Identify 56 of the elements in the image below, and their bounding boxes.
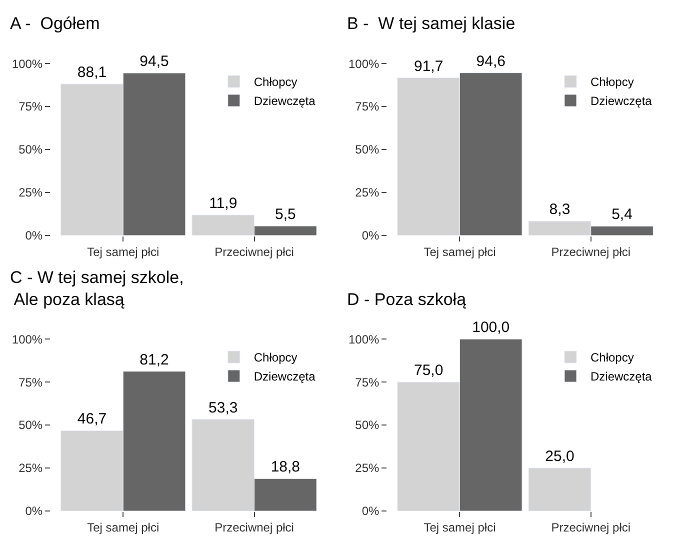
data-label: 18,8 <box>270 458 300 476</box>
x-tick-label: Tej samej płci <box>424 520 496 534</box>
data-label: 94,6 <box>476 52 506 70</box>
data-label: 5,5 <box>274 206 296 224</box>
data-label: 8,3 <box>549 201 570 218</box>
x-tick-label: Tej samej płci <box>424 244 496 259</box>
y-tick-label: 75% <box>355 375 380 390</box>
data-label: 75,0 <box>414 362 444 380</box>
bar <box>528 468 592 511</box>
data-label: 53,3 <box>208 399 238 416</box>
y-tick-label: 100% <box>12 332 43 346</box>
y-tick-label: 50% <box>355 142 380 157</box>
data-label: 25,0 <box>545 448 574 466</box>
x-tick-label: Tej samej płci <box>87 244 160 259</box>
x-tick-label: Przeciwnej płci <box>214 520 294 534</box>
y-tick-label: 25% <box>355 461 380 476</box>
legend-label: Dziewczęta <box>590 370 652 384</box>
data-label: 5,4 <box>612 206 632 224</box>
y-tick-label: 25% <box>355 186 380 200</box>
y-tick-label: 100% <box>348 56 380 71</box>
legend-label: Chłopcy <box>590 75 634 90</box>
legend-label: Dziewczęta <box>254 370 316 384</box>
x-tick-label: Przeciwnej płci <box>214 244 294 259</box>
y-tick-label: 100% <box>348 332 380 346</box>
legend-label: Dziewczęta <box>254 94 316 108</box>
x-tick-label: Tej samej płci <box>87 520 160 534</box>
y-tick-label: 25% <box>18 461 43 476</box>
legend-label: Chłopcy <box>254 350 298 365</box>
legend-label: Chłopcy <box>254 75 298 90</box>
y-tick-label: 100% <box>12 56 43 71</box>
x-tick-label: Przeciwnej płci <box>551 244 631 259</box>
y-tick-label: 50% <box>355 418 380 432</box>
y-tick-label: 50% <box>18 418 43 432</box>
legend-label: Dziewczęta <box>590 94 652 108</box>
chart-title: D - Poza szkołą <box>347 290 467 309</box>
legend-label: Chłopcy <box>590 350 634 365</box>
y-tick-label: 75% <box>18 100 43 114</box>
chart-title: A - Ogółem <box>10 14 100 33</box>
y-tick-label: 0% <box>25 504 43 518</box>
y-tick-label: 75% <box>18 375 43 390</box>
chart-title: B - W tej samej klasie <box>347 14 516 33</box>
x-tick-label: Przeciwnej płci <box>551 520 631 534</box>
y-tick-label: 0% <box>362 228 380 243</box>
data-label: 81,2 <box>140 351 169 368</box>
y-tick-label: 25% <box>18 186 43 200</box>
y-tick-label: 50% <box>18 142 43 157</box>
data-label: 46,7 <box>77 410 107 428</box>
data-label: 91,7 <box>414 58 444 75</box>
y-tick-label: 75% <box>355 100 380 114</box>
chart-title: C - W tej samej szkole, Ale poza klasą <box>10 268 184 310</box>
y-tick-label: 0% <box>362 504 380 518</box>
y-tick-label: 0% <box>25 228 43 243</box>
data-label: 88,1 <box>77 64 107 82</box>
data-label: 100,0 <box>472 319 510 336</box>
data-label: 11,9 <box>209 195 238 212</box>
data-label: 94,5 <box>140 53 169 70</box>
